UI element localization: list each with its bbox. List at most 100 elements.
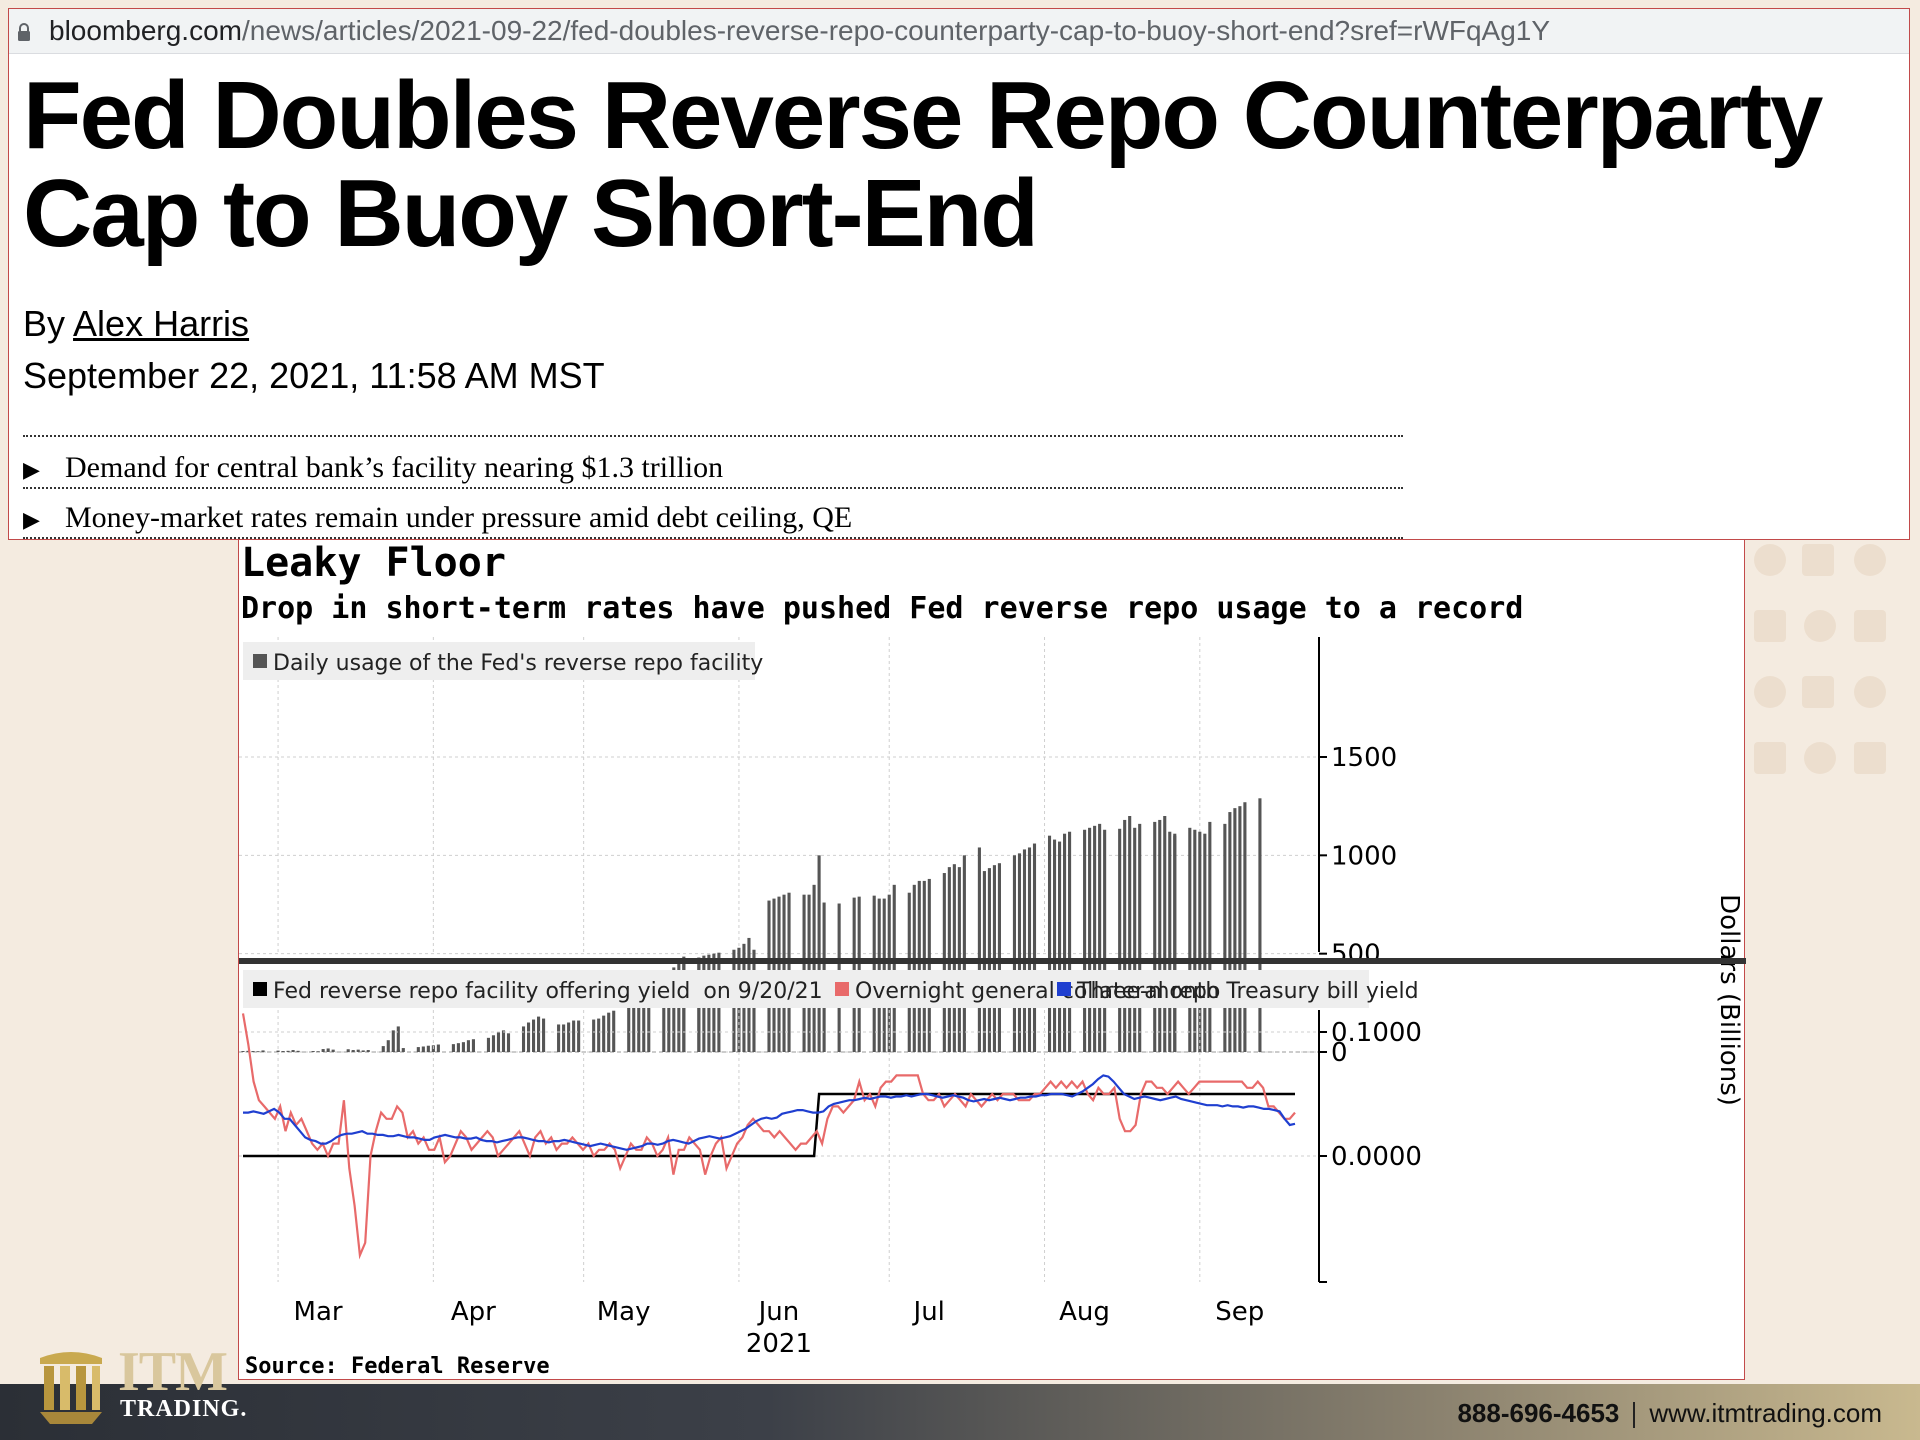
usage-bar xyxy=(1208,821,1212,1052)
usage-bar xyxy=(1083,829,1087,1052)
usage-bar xyxy=(276,1050,280,1052)
bottom-legend-box xyxy=(243,970,1369,1008)
headline-line-1: Fed Doubles Reverse Repo Counterparty xyxy=(23,62,1823,169)
x-tick-label: Jun xyxy=(757,1297,800,1327)
usage-bar xyxy=(1238,806,1242,1052)
usage-bar xyxy=(662,977,666,1052)
usage-bar xyxy=(1223,823,1227,1052)
usage-bar xyxy=(1027,847,1032,1052)
bottom-y-tick-label: 0.0000 xyxy=(1331,1142,1422,1172)
usage-bar xyxy=(1052,839,1057,1052)
x-tick-label: Jul xyxy=(912,1297,945,1327)
usage-bar xyxy=(1133,827,1137,1052)
address-bar-url[interactable]: bloomberg.com/news/articles/2021-09-22/f… xyxy=(49,15,1550,47)
byline-prefix: By xyxy=(23,303,66,344)
usage-bar xyxy=(466,1040,470,1052)
usage-bar xyxy=(346,1049,350,1052)
usage-bar xyxy=(1022,849,1027,1052)
byline: By Alex Harris xyxy=(23,303,249,345)
usage-bar xyxy=(1228,812,1232,1052)
usage-bar xyxy=(396,1049,400,1052)
top-y-tick-label: 1000 xyxy=(1331,841,1397,871)
legend-label-gc-repo: Overnight general collateral repo xyxy=(855,979,1220,1004)
usage-bar xyxy=(436,1044,440,1052)
legend-label-tbill: Three-month Treasury bill yield xyxy=(1076,979,1419,1004)
usage-bar xyxy=(1057,841,1062,1052)
usage-bar xyxy=(612,1010,616,1052)
usage-bar xyxy=(1088,827,1092,1052)
browser-address-bar[interactable]: bloomberg.com/news/articles/2021-09-22/f… xyxy=(9,9,1909,54)
usage-bar xyxy=(1128,816,1132,1052)
bottom-panel-y-axis: 0.0000 0.1000 xyxy=(1318,1010,1422,1283)
usage-bar xyxy=(296,1050,300,1052)
usage-bar xyxy=(526,1022,531,1052)
usage-bar xyxy=(977,847,981,1052)
phone-number[interactable]: 888-696-4653 xyxy=(1457,1398,1620,1428)
bar-series xyxy=(241,798,1262,1052)
usage-bar xyxy=(531,1019,536,1052)
usage-bar xyxy=(386,1040,390,1052)
usage-bar xyxy=(1163,816,1167,1052)
usage-bar xyxy=(912,884,916,1052)
chart-source: Source: Federal Reserve xyxy=(245,1354,550,1379)
website-link[interactable]: www.itmtrading.com xyxy=(1649,1398,1882,1428)
usage-bar xyxy=(1063,833,1067,1052)
usage-bar xyxy=(557,1024,561,1052)
usage-bar xyxy=(567,1022,571,1052)
usage-bar xyxy=(672,967,676,1052)
usage-bar xyxy=(361,1050,365,1052)
usage-bar xyxy=(316,1051,320,1052)
x-tick-label: Sep xyxy=(1215,1297,1264,1327)
usage-bar xyxy=(597,1018,601,1052)
divider xyxy=(23,537,1403,539)
headline-line-2: Cap to Buoy Short-End xyxy=(23,160,1039,267)
usage-bar xyxy=(632,1005,636,1052)
divider xyxy=(23,435,1403,437)
usage-bar xyxy=(1173,835,1177,1052)
legend-swatch-gc-repo xyxy=(835,982,849,996)
usage-bar xyxy=(1243,802,1247,1052)
usage-bar xyxy=(562,1024,566,1052)
usage-bar xyxy=(1138,823,1142,1052)
usage-bar xyxy=(1168,831,1172,1052)
usage-bar xyxy=(391,1030,395,1052)
usage-bar xyxy=(256,1051,260,1052)
usage-bar xyxy=(637,1002,641,1052)
usage-bar xyxy=(471,1039,475,1052)
usage-bar xyxy=(927,878,931,1052)
usage-bar xyxy=(391,1051,395,1052)
usage-bar xyxy=(506,1033,511,1052)
top-panel-y-axis: 0 500 1000 1500 xyxy=(1318,637,1397,1068)
usage-bar xyxy=(997,863,1001,1052)
bullet-triangle-icon: ▶ xyxy=(23,457,40,482)
usage-bar xyxy=(812,884,816,1052)
legend-label-facility-yield: Fed reverse repo facility offering yield… xyxy=(273,979,823,1004)
usage-bar xyxy=(642,993,646,1052)
top-y-axis-label: Dollars (Billions) xyxy=(1714,894,1744,1106)
usage-bar xyxy=(326,1048,330,1052)
usage-bar xyxy=(917,880,921,1052)
legend-swatch-usage xyxy=(253,654,267,668)
usage-bar xyxy=(817,855,821,1052)
usage-bar xyxy=(1188,827,1192,1052)
top-y-tick-label: 500 xyxy=(1331,940,1381,970)
usage-bar xyxy=(281,1051,285,1052)
usage-bar xyxy=(241,1051,245,1052)
usage-bar xyxy=(592,1019,596,1052)
top-y-tick-label: 1500 xyxy=(1331,743,1397,773)
usage-bar xyxy=(381,1046,385,1052)
x-tick-label: May xyxy=(597,1297,651,1327)
usage-bar xyxy=(401,1048,405,1052)
author-link[interactable]: Alex Harris xyxy=(73,303,250,344)
contact-separator xyxy=(1633,1402,1636,1429)
usage-bar xyxy=(1047,835,1052,1052)
summary-bullet: ▶ Demand for central bank’s facility near… xyxy=(23,451,723,485)
usage-bar xyxy=(1118,828,1122,1052)
bottom-y-tick-label: 0.1000 xyxy=(1331,1018,1422,1048)
usage-bar xyxy=(577,1020,581,1052)
logo-text: ITM xyxy=(118,1341,228,1403)
usage-bar xyxy=(416,1047,420,1052)
usage-bar xyxy=(1032,843,1037,1052)
usage-bar xyxy=(396,1026,400,1052)
